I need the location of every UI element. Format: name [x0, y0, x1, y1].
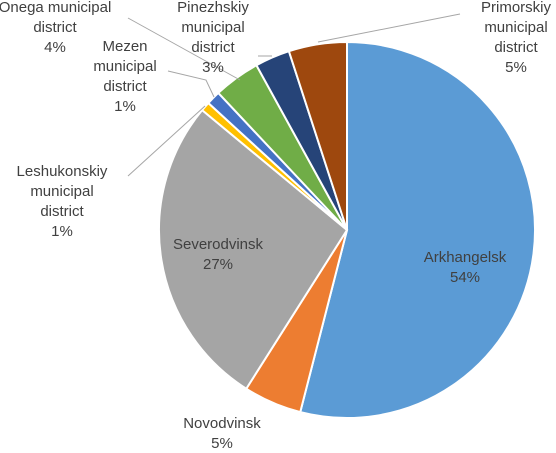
slice-label: Mezen municipal district 1%: [93, 38, 156, 115]
pie-slice-primorskiy-municipal-district: [287, 40, 348, 231]
slice-label: Arkhangelsk 54%: [424, 249, 507, 286]
slice-label: Severodvinsk 27%: [173, 236, 264, 273]
slice-label: Novodvinsk 5%: [183, 415, 261, 452]
slice-label: Primorskiy municipal district 5%: [481, 0, 551, 76]
pie-slice-arkhangelsk: [299, 40, 537, 419]
slice-label: Leshukonskiy municipal district 1%: [17, 163, 108, 240]
leader-line: [167, 70, 215, 98]
leader-line: [317, 13, 461, 43]
leader-line: [127, 17, 241, 81]
slice-label: Pinezhskiy municipal district 3%: [177, 0, 249, 76]
slice-label: Onega municipal district 4%: [0, 0, 111, 56]
leader-line: [127, 105, 206, 177]
leader-lines: [127, 13, 461, 177]
pie-slices: [158, 40, 537, 419]
pie-slice-severodvinsk: [158, 108, 349, 391]
